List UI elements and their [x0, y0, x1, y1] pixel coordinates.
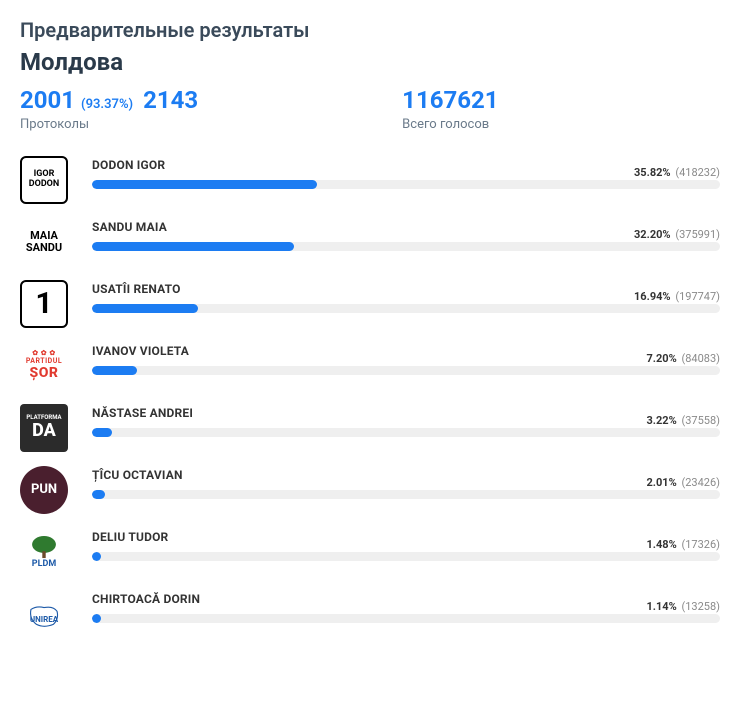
candidate-body: SANDU MAIA32.20% (375991) — [92, 218, 720, 251]
candidate-row: PLDMDELIU TUDOR1.48% (17326) — [20, 528, 720, 576]
bar-track — [92, 614, 720, 623]
candidate-bar-line: 1.48% (17326) — [92, 552, 720, 561]
bar-track — [92, 552, 720, 561]
candidate-bar-line: 1.14% (13258) — [92, 614, 720, 623]
candidate-pct: 2.01% — [646, 476, 676, 489]
candidate-name: USATÎI RENATO — [92, 282, 720, 296]
bar-fill — [92, 366, 137, 375]
bar-fill — [92, 180, 317, 189]
bar-track — [92, 428, 720, 437]
candidate-logo: MAIASANDU — [20, 218, 68, 266]
candidate-logo: PLDM — [20, 528, 68, 576]
protocols-done: 2001 — [20, 86, 75, 114]
candidate-logo: ✿ ✿ ✿PARTIDULȘOR — [20, 342, 68, 390]
candidate-row: PUNȚÎCU OCTAVIAN2.01% (23426) — [20, 466, 720, 514]
region-name: Молдова — [20, 48, 720, 76]
bar-fill — [92, 490, 105, 499]
bar-fill — [92, 552, 101, 561]
bar-track — [92, 242, 720, 251]
candidate-name: ȚÎCU OCTAVIAN — [92, 468, 720, 482]
candidate-meta: 3.22% (37558) — [646, 414, 720, 427]
protocols-total: 2143 — [143, 86, 198, 114]
bar-track — [92, 180, 720, 189]
candidate-logo: IGORDODON — [20, 156, 68, 204]
protocols-pct: (93.37%) — [81, 97, 133, 112]
candidate-bar-line: 16.94% (197747) — [92, 304, 720, 313]
candidate-pct: 3.22% — [646, 414, 676, 427]
bar-track — [92, 366, 720, 375]
candidate-name: CHIRTOACĂ DORIN — [92, 592, 720, 606]
candidate-count: (23426) — [681, 476, 720, 489]
candidate-pct: 16.94% — [634, 290, 671, 303]
candidate-row: PLATFORMADANĂSTASE ANDREI3.22% (37558) — [20, 404, 720, 452]
candidate-bar-line: 35.82% (418232) — [92, 180, 720, 189]
candidate-count: (13258) — [681, 600, 720, 613]
stats-row: 2001 (93.37%) 2143 Протоколы 1167621 Все… — [20, 86, 720, 132]
candidate-body: ȚÎCU OCTAVIAN2.01% (23426) — [92, 466, 720, 499]
candidate-count: (37558) — [681, 414, 720, 427]
bar-track — [92, 490, 720, 499]
candidate-logo: PUN — [20, 466, 68, 514]
candidate-meta: 16.94% (197747) — [634, 290, 720, 303]
candidate-meta: 32.20% (375991) — [634, 228, 720, 241]
protocols-block: 2001 (93.37%) 2143 Протоколы — [20, 86, 202, 132]
candidate-row: MAIASANDUSANDU MAIA32.20% (375991) — [20, 218, 720, 266]
candidate-meta: 1.14% (13258) — [646, 600, 720, 613]
candidate-bar-line: 7.20% (84083) — [92, 366, 720, 375]
candidate-body: NĂSTASE ANDREI3.22% (37558) — [92, 404, 720, 437]
candidate-name: NĂSTASE ANDREI — [92, 406, 720, 420]
candidate-row: 1USATÎI RENATO16.94% (197747) — [20, 280, 720, 328]
candidate-pct: 7.20% — [646, 352, 676, 365]
bar-fill — [92, 242, 294, 251]
candidate-meta: 35.82% (418232) — [634, 166, 720, 179]
candidate-bar-line: 3.22% (37558) — [92, 428, 720, 437]
bar-track — [92, 304, 720, 313]
candidate-row: UNIREACHIRTOACĂ DORIN1.14% (13258) — [20, 590, 720, 638]
candidate-pct: 1.14% — [646, 600, 676, 613]
candidate-count: (418232) — [675, 166, 720, 179]
candidate-bar-line: 32.20% (375991) — [92, 242, 720, 251]
candidate-logo: PLATFORMADA — [20, 404, 68, 452]
votes-label: Всего голосов — [402, 117, 498, 132]
candidate-pct: 32.20% — [634, 228, 671, 241]
candidates-list: IGORDODONDODON IGOR35.82% (418232)MAIASA… — [20, 156, 720, 638]
candidate-body: DODON IGOR35.82% (418232) — [92, 156, 720, 189]
candidate-count: (375991) — [675, 228, 720, 241]
candidate-count: (84083) — [681, 352, 720, 365]
bar-fill — [92, 428, 112, 437]
candidate-logo: 1 — [20, 280, 68, 328]
candidate-pct: 1.48% — [646, 538, 676, 551]
votes-total: 1167621 — [402, 86, 498, 115]
candidate-name: SANDU MAIA — [92, 220, 720, 234]
candidate-row: IGORDODONDODON IGOR35.82% (418232) — [20, 156, 720, 204]
candidate-meta: 1.48% (17326) — [646, 538, 720, 551]
candidate-count: (197747) — [675, 290, 720, 303]
candidate-body: CHIRTOACĂ DORIN1.14% (13258) — [92, 590, 720, 623]
candidate-logo: UNIREA — [20, 590, 68, 638]
candidate-row: ✿ ✿ ✿PARTIDULȘORIVANOV VIOLETA7.20% (840… — [20, 342, 720, 390]
candidate-meta: 7.20% (84083) — [646, 352, 720, 365]
page-title: Предварительные результаты — [20, 18, 720, 42]
candidate-meta: 2.01% (23426) — [646, 476, 720, 489]
candidate-count: (17326) — [681, 538, 720, 551]
candidate-bar-line: 2.01% (23426) — [92, 490, 720, 499]
candidate-body: DELIU TUDOR1.48% (17326) — [92, 528, 720, 561]
candidate-name: DELIU TUDOR — [92, 530, 720, 544]
candidate-body: USATÎI RENATO16.94% (197747) — [92, 280, 720, 313]
protocols-label: Протоколы — [20, 117, 202, 132]
candidate-body: IVANOV VIOLETA7.20% (84083) — [92, 342, 720, 375]
votes-block: 1167621 Всего голосов — [402, 86, 498, 132]
bar-fill — [92, 614, 101, 623]
candidate-pct: 35.82% — [634, 166, 671, 179]
candidate-name: IVANOV VIOLETA — [92, 344, 720, 358]
bar-fill — [92, 304, 198, 313]
candidate-name: DODON IGOR — [92, 158, 720, 172]
protocols-value: 2001 (93.37%) 2143 — [20, 86, 202, 115]
